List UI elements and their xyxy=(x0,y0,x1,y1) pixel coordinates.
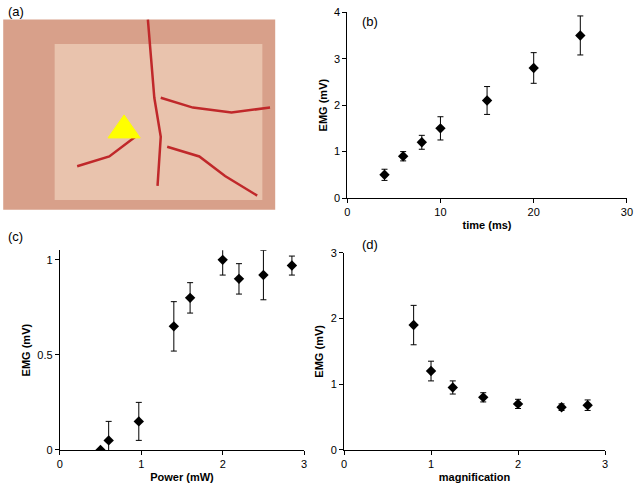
svg-text:(a): (a) xyxy=(8,4,24,19)
svg-text:1: 1 xyxy=(334,145,340,157)
svg-text:0: 0 xyxy=(334,192,340,204)
svg-text:0: 0 xyxy=(57,458,63,470)
svg-text:1: 1 xyxy=(46,254,52,266)
svg-text:Power (mW): Power (mW) xyxy=(150,471,214,483)
svg-text:1: 1 xyxy=(138,458,144,470)
svg-text:(c): (c) xyxy=(8,229,23,244)
svg-text:(b): (b) xyxy=(362,14,378,29)
svg-text:2: 2 xyxy=(334,99,340,111)
svg-text:EMG (mV): EMG (mV) xyxy=(20,324,32,377)
svg-text:time (ms): time (ms) xyxy=(463,219,512,231)
svg-text:EMG (mV): EMG (mV) xyxy=(313,325,325,378)
svg-text:10: 10 xyxy=(434,206,446,218)
svg-text:2: 2 xyxy=(331,312,337,324)
svg-text:0: 0 xyxy=(341,458,347,470)
svg-text:(d): (d) xyxy=(362,237,378,252)
svg-text:0: 0 xyxy=(46,444,52,456)
svg-text:2: 2 xyxy=(220,458,226,470)
svg-text:20: 20 xyxy=(528,206,540,218)
svg-text:0.5: 0.5 xyxy=(37,349,52,361)
svg-text:3: 3 xyxy=(301,458,307,470)
svg-text:3: 3 xyxy=(334,53,340,65)
svg-text:1: 1 xyxy=(331,378,337,390)
svg-text:30: 30 xyxy=(621,206,633,218)
svg-text:4: 4 xyxy=(334,6,340,18)
svg-text:3: 3 xyxy=(331,247,337,259)
svg-text:0: 0 xyxy=(344,206,350,218)
svg-text:0: 0 xyxy=(331,444,337,456)
svg-text:magnification: magnification xyxy=(439,471,511,483)
svg-text:EMG (mV): EMG (mV) xyxy=(317,79,329,132)
svg-text:1: 1 xyxy=(428,458,434,470)
svg-text:2: 2 xyxy=(515,458,521,470)
svg-text:3: 3 xyxy=(602,458,608,470)
